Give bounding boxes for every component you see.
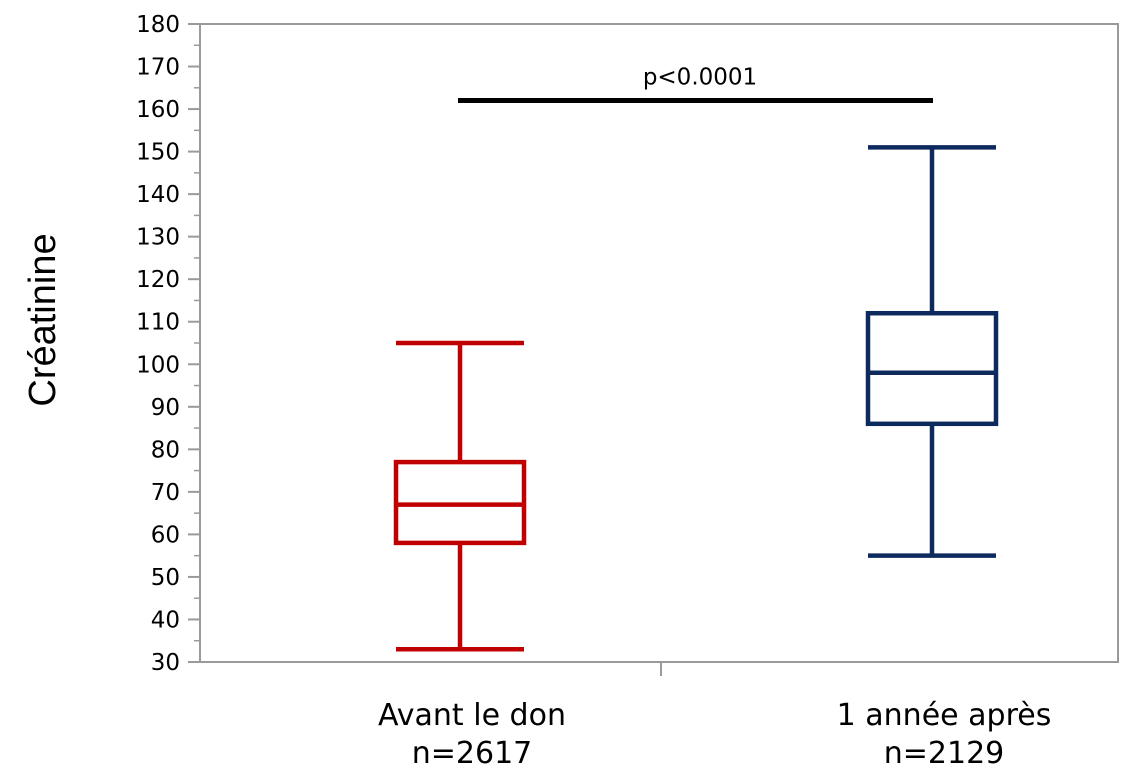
y-tick-label: 110 [136, 310, 180, 336]
category-label: 1 année après [837, 698, 1052, 733]
y-tick-label: 90 [151, 395, 180, 421]
box-iqr [865, 310, 999, 427]
y-tick-label: 30 [151, 650, 180, 676]
y-tick-label: 70 [151, 480, 180, 506]
y-tick-label: 50 [151, 565, 180, 591]
y-tick-label: 160 [136, 97, 180, 123]
y-tick-label: 120 [136, 267, 180, 293]
y-tick-label: 130 [136, 225, 180, 251]
y-tick-label: 60 [151, 522, 180, 548]
y-tick-label: 180 [136, 12, 180, 38]
y-tick-label: 40 [151, 607, 180, 633]
y-tick-label: 150 [136, 140, 180, 166]
y-tick-label: 140 [136, 182, 180, 208]
p-value-label: p<0.0001 [643, 65, 757, 91]
plot-area: 30 40 50 60 70 80 90 100 110 120 130 140 150 160 170 18… [136, 12, 1119, 771]
category-label: Avant le don [378, 698, 566, 733]
category-n-label: n=2617 [412, 736, 533, 771]
y-axis-label: Créatinine [22, 233, 64, 406]
y-tick-label: 80 [151, 437, 180, 463]
category-n-label: n=2129 [884, 736, 1005, 771]
y-tick-label: 170 [136, 55, 180, 81]
y-tick-label: 100 [136, 352, 180, 378]
